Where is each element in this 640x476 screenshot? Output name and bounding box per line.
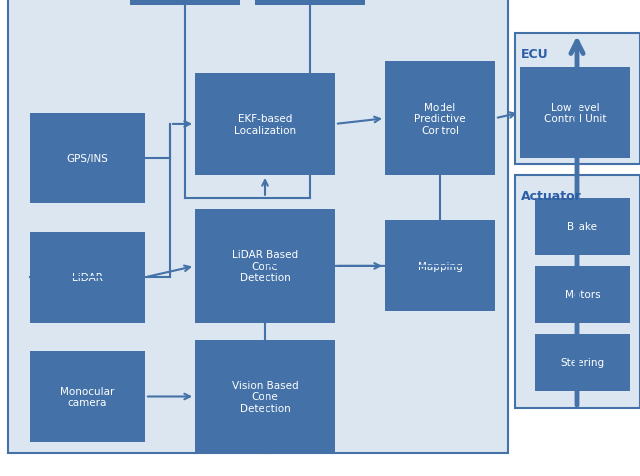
FancyBboxPatch shape (195, 340, 335, 453)
FancyBboxPatch shape (515, 176, 640, 408)
FancyBboxPatch shape (535, 198, 630, 255)
Text: Steering: Steering (561, 357, 605, 367)
Text: Model
Predictive
Control: Model Predictive Control (414, 102, 466, 136)
Text: Mapping: Mapping (418, 261, 462, 271)
Text: Motors: Motors (564, 290, 600, 300)
Text: Brake: Brake (568, 222, 598, 232)
Text: Vision Based
Cone
Detection: Vision Based Cone Detection (232, 380, 298, 413)
FancyBboxPatch shape (255, 0, 365, 6)
Text: LiDAR Based
Cone
Detection: LiDAR Based Cone Detection (232, 250, 298, 283)
FancyBboxPatch shape (535, 334, 630, 391)
FancyBboxPatch shape (130, 0, 240, 6)
Text: EKF-based
Localization: EKF-based Localization (234, 114, 296, 136)
Text: Monocular
camera: Monocular camera (60, 386, 115, 407)
FancyBboxPatch shape (30, 232, 145, 323)
FancyBboxPatch shape (515, 34, 640, 164)
FancyBboxPatch shape (30, 113, 145, 204)
FancyBboxPatch shape (30, 351, 145, 442)
FancyBboxPatch shape (195, 209, 335, 323)
FancyBboxPatch shape (535, 267, 630, 323)
FancyBboxPatch shape (385, 221, 495, 312)
Text: ECU: ECU (521, 48, 548, 61)
Text: Low level
Control Unit: Low level Control Unit (544, 102, 606, 124)
FancyBboxPatch shape (195, 74, 335, 176)
FancyBboxPatch shape (520, 68, 630, 159)
Text: GPS/INS: GPS/INS (67, 154, 108, 164)
FancyBboxPatch shape (385, 62, 495, 176)
FancyBboxPatch shape (8, 0, 508, 453)
Text: Actuator: Actuator (521, 189, 582, 203)
Text: LiDAR: LiDAR (72, 273, 103, 283)
